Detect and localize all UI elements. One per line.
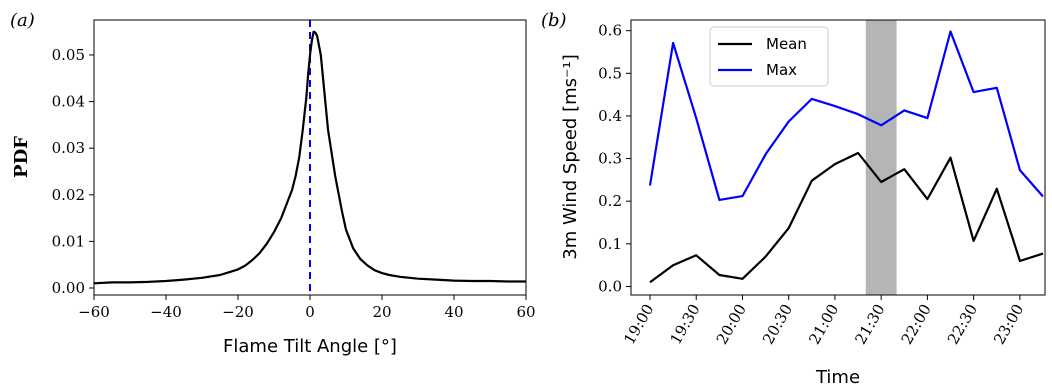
panel-b-ytick-label: 0.4 [598, 107, 622, 125]
panel-a-ylabel: PDF [11, 136, 32, 178]
panel-a-xtick-label: 20 [372, 303, 391, 321]
panel-b-legend-label: Max [766, 61, 797, 79]
panel-b-xtick-label: 20:00 [713, 301, 750, 347]
panel-b-shaded-band [865, 20, 897, 295]
panel-a-ticks: −60 −40 −20 0 20 40 60 0.00 0.01 0.02 0.03 0.04 0.05 [52, 46, 536, 321]
panel-b-xtick-label: 19:00 [620, 301, 657, 347]
panel-a-xtick-label: 60 [516, 303, 535, 321]
panel-b-ytick-label: 0.6 [598, 22, 622, 40]
panel-b-ylabel: 3m Wind Speed [ms⁻¹] [560, 54, 581, 260]
panel-a-ytick-label: 0.00 [52, 279, 85, 297]
panel-a-xtick-label: −40 [150, 303, 182, 321]
panel-b-xtick-label: 19:30 [666, 301, 703, 347]
panel-b-xlabel: Time [815, 367, 860, 388]
panel-b-series-line-mean [649, 151, 1044, 284]
panel-a-xtick-label: −20 [222, 303, 254, 321]
panel-b-legend: Mean Max [709, 26, 829, 87]
panel-a-ytick-label: 0.02 [52, 186, 85, 204]
panel-a-label: (a) [10, 10, 35, 31]
panel-b-xtick-label: 23:00 [990, 301, 1027, 347]
panel-b-xtick-label: 21:00 [805, 301, 842, 347]
panel-b-xtick-label: 22:00 [898, 301, 935, 347]
panel-b-legend-box [709, 26, 829, 87]
panel-b-xtick-label: 21:30 [851, 301, 888, 347]
panel-a-xtick-label: 0 [305, 303, 315, 321]
panel-b-frame [630, 19, 1046, 296]
panel-a-xtick-label: −60 [78, 303, 110, 321]
panel-b-shaded-region [865, 20, 897, 295]
panel-b-series-line-max [648, 30, 1044, 201]
panel-b-label: (b) [541, 10, 567, 31]
panel-b-ytick-label: 0.1 [598, 235, 622, 253]
panel-a-frame [93, 19, 527, 296]
panel-a-series [93, 30, 526, 285]
panel-a-pdf-line [93, 30, 526, 285]
panel-b-wind-chart: (b) 0.0 0.1 0.2 0.3 0.4 0.5 0.6 19:00 19:30 20:00… [541, 10, 1046, 388]
panel-a-ytick-label: 0.01 [52, 232, 85, 250]
panel-b-xtick-label: 20:30 [759, 301, 796, 347]
panel-a-xlabel: Flame Tilt Angle [°] [223, 336, 397, 357]
panel-a-ytick-label: 0.05 [52, 46, 85, 64]
panel-b-ytick-label: 0.3 [598, 150, 622, 168]
panel-b-legend-label: Mean [766, 35, 807, 53]
panel-b-ytick-label: 0.5 [598, 64, 622, 82]
panel-a-ytick-label: 0.04 [52, 93, 85, 111]
panel-a-pdf-chart: (a) −60 −40 −20 0 20 40 60 0.00 0.01 0.02 0.03 0.04… [10, 10, 536, 357]
panel-b-xtick-label: 22:30 [944, 301, 981, 347]
panel-b-series [648, 30, 1044, 284]
panel-a-ytick-label: 0.03 [52, 139, 85, 157]
panel-b-ytick-label: 0.0 [598, 277, 622, 295]
panel-b-ytick-label: 0.2 [598, 192, 622, 210]
panel-a-xtick-label: 40 [444, 303, 463, 321]
